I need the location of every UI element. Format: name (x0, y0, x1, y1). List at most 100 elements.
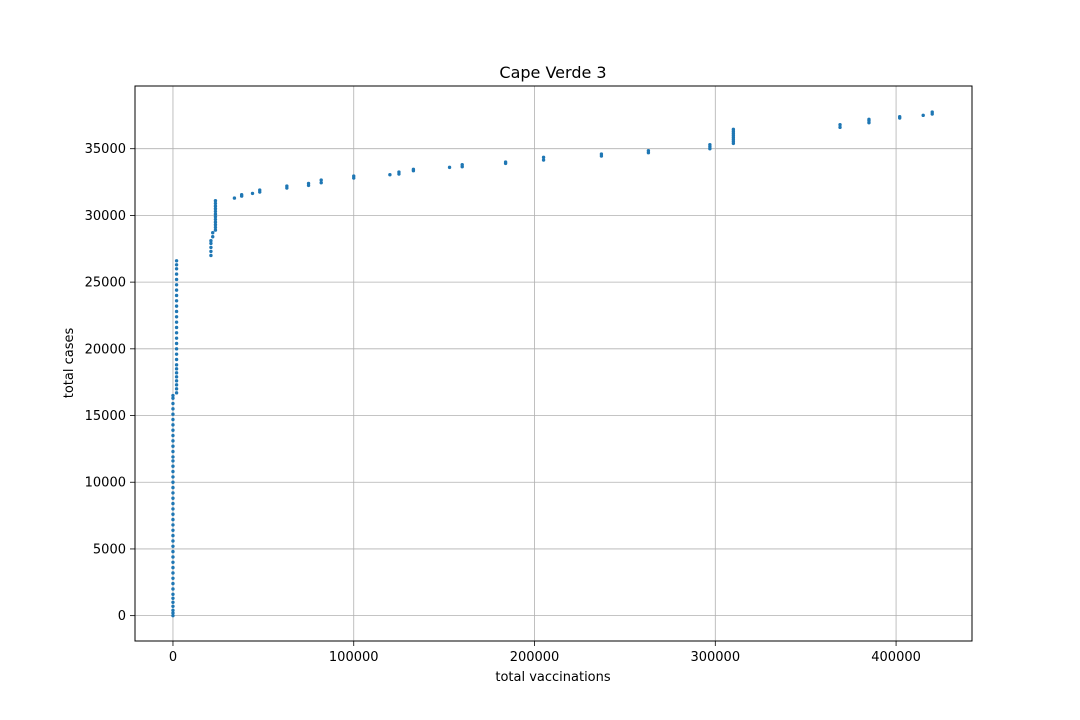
data-point (171, 480, 175, 484)
data-point (319, 178, 323, 182)
data-point (174, 325, 179, 330)
data-point (171, 613, 175, 618)
plot-frame (134, 85, 973, 642)
data-point (171, 491, 175, 495)
data-point (174, 309, 179, 314)
data-point (171, 407, 175, 411)
data-point (285, 184, 289, 188)
data-point (209, 245, 213, 250)
data-point (171, 544, 175, 548)
x-tick-label: 400000 (871, 650, 921, 665)
data-point (174, 283, 179, 287)
data-point (171, 485, 175, 490)
data-point (213, 225, 218, 230)
data-point (174, 367, 179, 371)
x-tick-label: 0 (169, 650, 177, 665)
data-point (250, 191, 255, 196)
data-point (171, 517, 175, 522)
data-point (646, 149, 651, 153)
data-point (930, 110, 934, 114)
data-point (213, 217, 218, 222)
data-point (541, 155, 546, 160)
data-point (174, 315, 179, 319)
data-point (213, 204, 218, 208)
data-point (171, 523, 175, 527)
data-point (171, 528, 175, 532)
data-point (171, 600, 175, 605)
x-tick-label: 100000 (329, 650, 379, 665)
data-point (174, 293, 179, 298)
y-tick-label: 15000 (85, 409, 126, 424)
data-point (171, 608, 175, 613)
data-point (213, 209, 218, 214)
data-point (171, 555, 175, 559)
data-point (541, 158, 546, 162)
data-point (209, 253, 213, 258)
data-point (174, 331, 179, 335)
data-point (213, 223, 218, 227)
data-point (174, 379, 179, 383)
data-point (213, 212, 218, 216)
data-point (171, 444, 175, 448)
data-point (171, 417, 175, 422)
data-point (171, 592, 175, 597)
y-tick-label: 25000 (85, 276, 126, 291)
data-point (174, 288, 179, 292)
data-point (171, 611, 175, 615)
data-point (174, 357, 179, 362)
data-point (213, 201, 218, 206)
x-axis-label: total vaccinations (495, 670, 611, 685)
data-point (171, 576, 175, 580)
data-point (171, 396, 175, 400)
data-point (213, 220, 218, 224)
x-tick-label: 300000 (690, 650, 740, 665)
data-point (171, 449, 175, 454)
data-point (171, 412, 175, 416)
y-tick-label: 0 (118, 609, 126, 624)
data-point (867, 117, 871, 122)
data-point (209, 249, 213, 254)
data-point (171, 549, 175, 554)
ticks-layer: 0 100000 200000 300000 400000 0 5000 10000 15000… (85, 142, 921, 665)
data-point (171, 496, 175, 500)
data-point (171, 459, 175, 463)
data-point (731, 127, 736, 132)
data-point (171, 596, 175, 601)
data-point (171, 565, 175, 570)
y-tick-label: 5000 (93, 542, 126, 557)
data-point (599, 152, 604, 156)
data-point (503, 160, 508, 164)
data-point (306, 181, 311, 186)
data-point (838, 125, 842, 130)
y-tick-label: 30000 (85, 209, 126, 224)
data-point (174, 341, 179, 346)
data-point (174, 304, 179, 308)
x-tick-label: 200000 (510, 650, 560, 665)
data-point (174, 375, 179, 379)
data-point (171, 393, 175, 398)
data-point (211, 231, 215, 235)
data-point (209, 239, 213, 243)
data-point (171, 439, 175, 443)
data-point (171, 571, 175, 575)
data-point (174, 347, 179, 351)
data-point (171, 560, 175, 564)
data-point (171, 433, 175, 438)
data-point (239, 193, 244, 197)
data-point (921, 113, 925, 118)
data-point (171, 469, 175, 474)
data-point (174, 299, 179, 303)
data-point (171, 475, 175, 479)
data-point (397, 170, 401, 174)
data-point (708, 143, 712, 147)
data-point (174, 352, 179, 356)
data-point (171, 581, 175, 586)
y-tick-label: 35000 (85, 142, 126, 157)
data-point (171, 587, 175, 591)
y-tick-label: 10000 (85, 476, 126, 491)
data-point (213, 228, 218, 232)
data-point (174, 320, 179, 324)
data-point (174, 267, 179, 271)
data-point (171, 507, 175, 511)
